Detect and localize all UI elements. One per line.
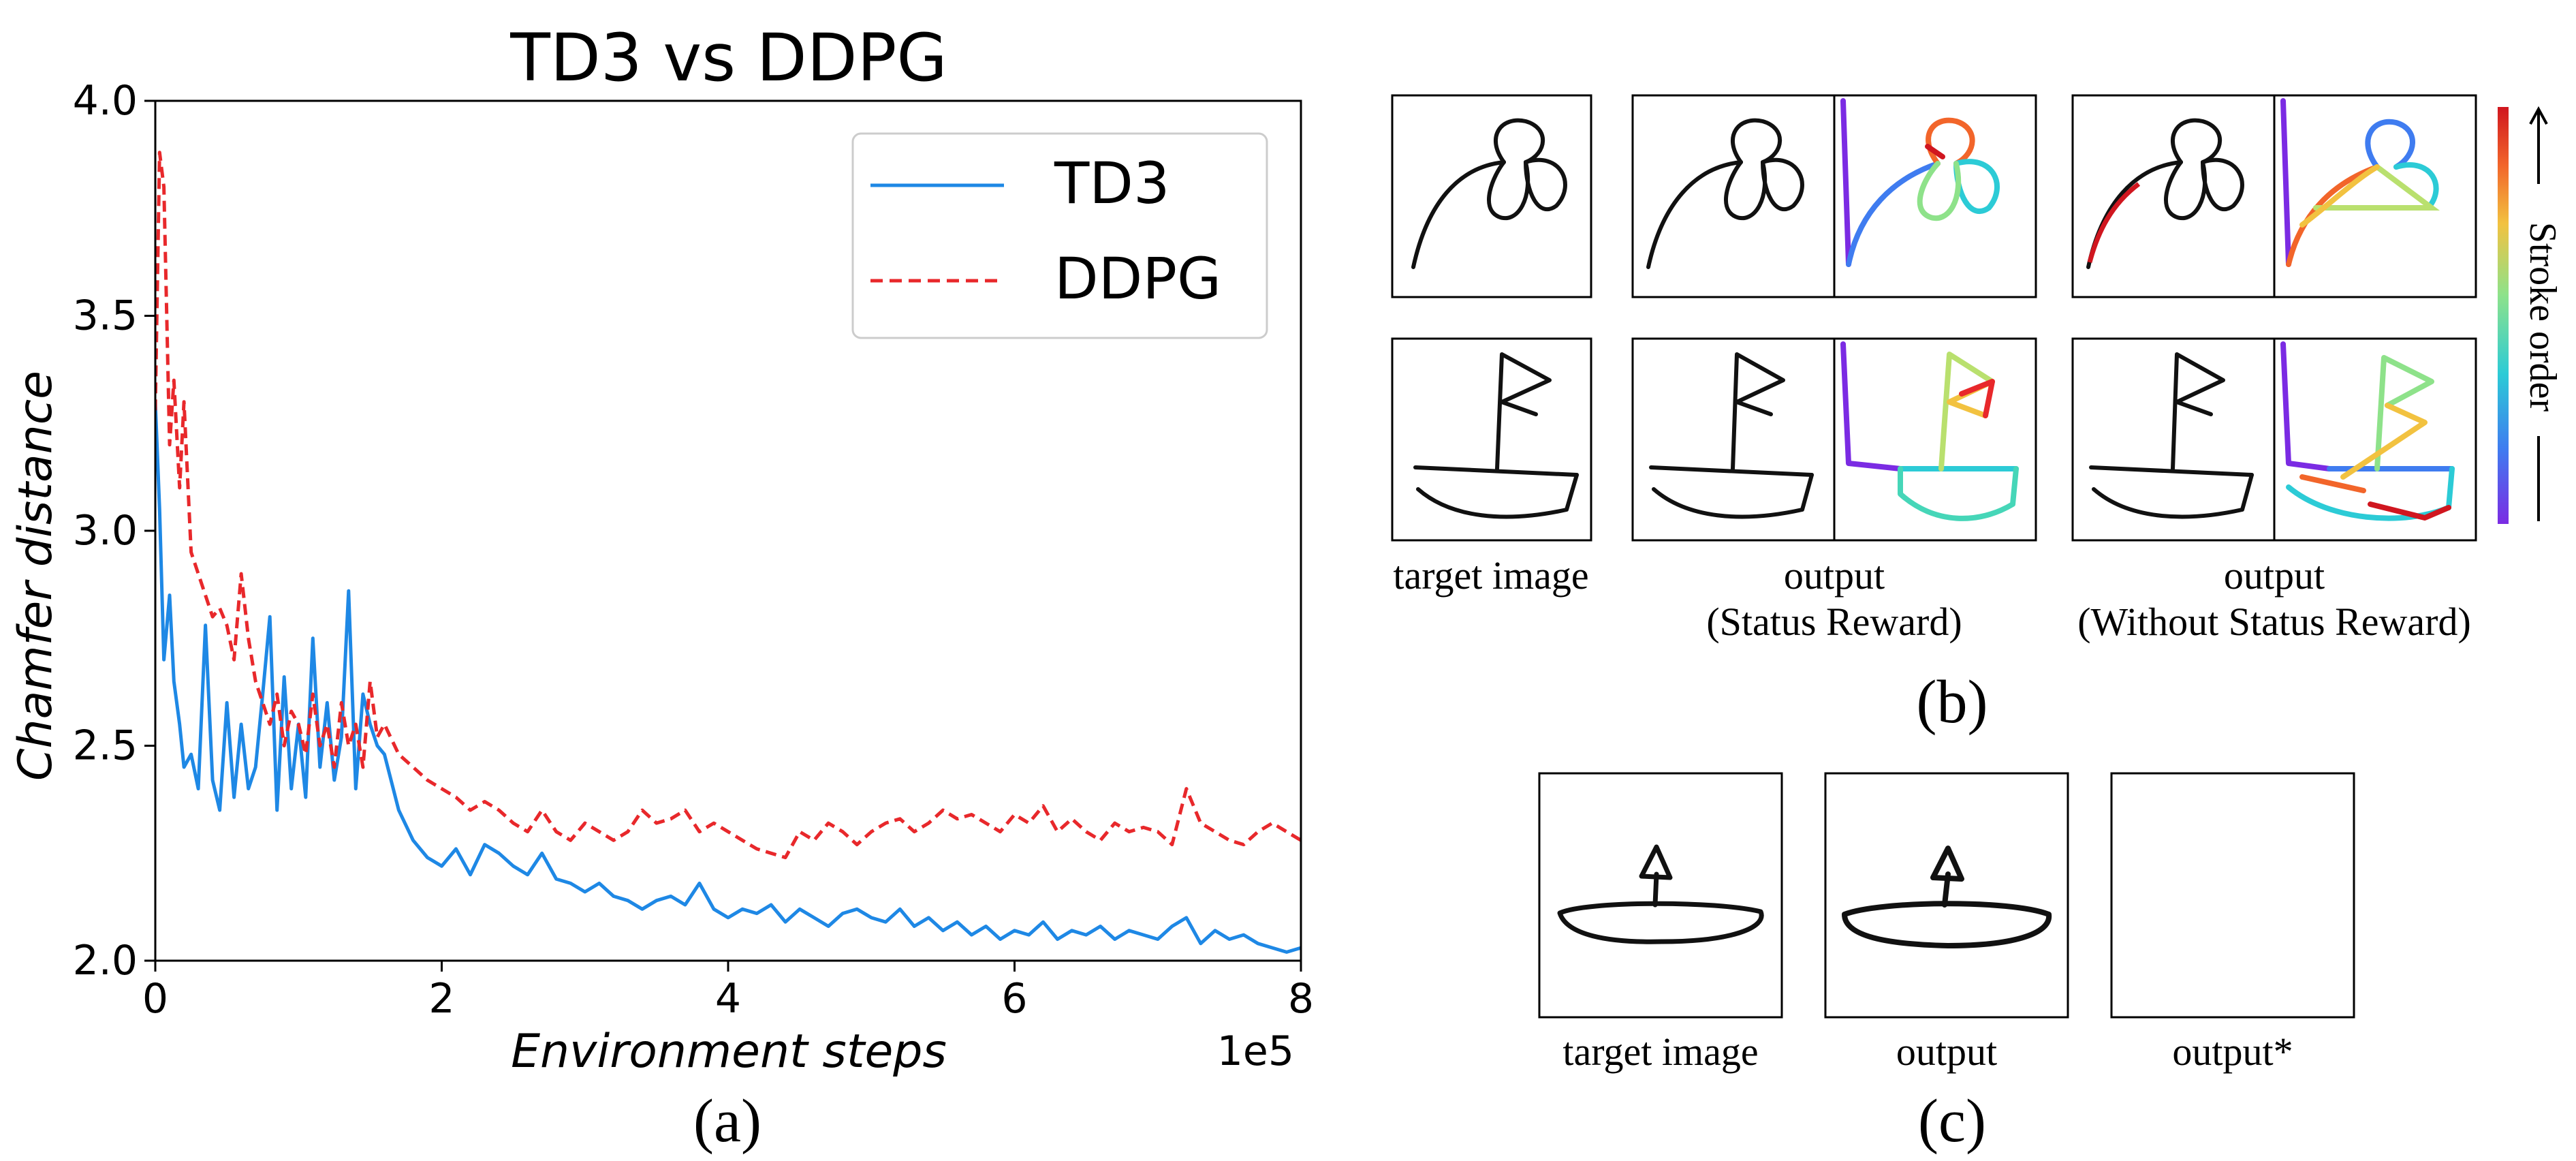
chart-title: TD3 vs DDPG: [509, 20, 947, 96]
label-output-nostatus: output: [2224, 553, 2325, 598]
x-tick-label: 6: [1001, 975, 1027, 1023]
label-target-image-b: target image: [1393, 553, 1588, 598]
panel-b-status-flower: [1631, 94, 2037, 298]
x-tick-label: 0: [142, 975, 168, 1023]
panel-b-nostatus-boat: [2071, 337, 2477, 542]
series-line-td3: [155, 401, 1301, 954]
colorbar-arrow: [2529, 106, 2548, 521]
panel-b-nostatus-flower: [2071, 94, 2477, 298]
label-status-reward: (Status Reward): [1706, 600, 1962, 644]
y-tick-label: 4.0: [73, 77, 138, 125]
panel-b-target-boat: [1391, 337, 1592, 542]
y-tick-label: 2.0: [73, 937, 138, 985]
label-output-status: output: [1784, 553, 1885, 598]
panel-b-status-boat: [1631, 337, 2037, 542]
x-axis-label: Environment steps: [511, 1025, 947, 1079]
panel-c-output: [1824, 772, 2069, 1019]
label-output-c: output: [1896, 1030, 1997, 1074]
legend-label-ddpg: DDPG: [1054, 245, 1221, 312]
label-output-star: output*: [2172, 1030, 2293, 1074]
label-without-status-reward: (Without Status Reward): [2077, 600, 2471, 644]
legend: TD3 DDPG: [851, 132, 1268, 339]
y-tick-label: 3.0: [73, 507, 138, 555]
legend-label-td3: TD3: [1054, 150, 1169, 217]
panel-b-target-flower: [1391, 94, 1592, 298]
panel-a-chart: TD3 vs DDPG 2.0 2.5 3.0 3.5 4.0 0 2 4 6 8 1e5 En…: [9, 20, 1314, 1155]
y-axis: 2.0 2.5 3.0 3.5 4.0: [73, 77, 155, 985]
caption-c: (c): [1918, 1087, 1986, 1155]
x-tick-label: 4: [715, 975, 741, 1023]
x-axis: 0 2 4 6 8: [142, 961, 1314, 1023]
x-axis-multiplier: 1e5: [1217, 1027, 1294, 1075]
colorbar: [2498, 107, 2509, 524]
panel-b: target image output (Status Reward) outp…: [1391, 94, 2564, 736]
plot-frame: [154, 99, 1302, 962]
panel-c-output-star: [2110, 772, 2355, 1019]
y-tick-label: 2.5: [73, 722, 138, 770]
x-tick-label: 8: [1288, 975, 1314, 1023]
caption-a: (a): [693, 1087, 761, 1155]
y-tick-label: 3.5: [73, 292, 138, 340]
caption-b: (b): [1917, 668, 1988, 736]
plot-series: [155, 151, 1301, 954]
y-axis-label: Chamfer distance: [9, 371, 63, 781]
colorbar-label: Stroke order: [2522, 222, 2564, 412]
series-line-ddpg: [155, 151, 1301, 860]
x-tick-label: 2: [428, 975, 454, 1023]
label-target-image-c: target image: [1562, 1030, 1758, 1074]
panel-c: target image output output* (c): [1538, 772, 2355, 1155]
panel-c-target: [1538, 772, 1783, 1019]
